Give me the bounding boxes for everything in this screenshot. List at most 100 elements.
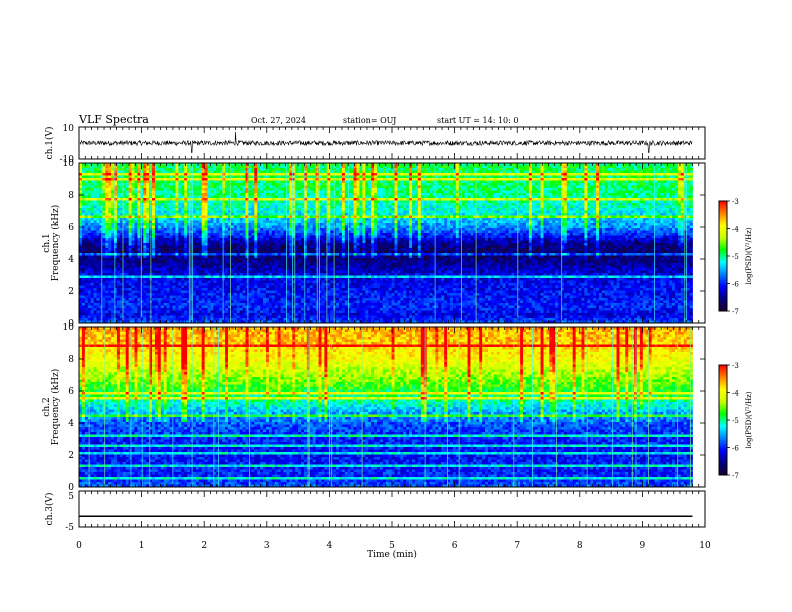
spectrogram-cell xyxy=(418,168,421,171)
spectrogram-cell xyxy=(526,181,529,184)
spectrogram-cell xyxy=(97,198,100,201)
spectrogram-cell xyxy=(105,168,108,171)
spectrogram-cell xyxy=(631,181,634,184)
spectrogram-cell xyxy=(85,203,88,206)
spectrogram-cell xyxy=(611,171,614,174)
spectrogram-cell xyxy=(628,193,631,196)
spectrogram-cell xyxy=(199,186,202,189)
spectrogram-cell xyxy=(541,183,544,186)
spectrogram-cell xyxy=(605,181,608,184)
spectrogram-cell xyxy=(549,191,552,194)
spectrogram-cell xyxy=(538,193,541,196)
spectrogram-cell xyxy=(175,183,178,186)
spectrogram-cell xyxy=(380,183,383,186)
spectrogram-cell xyxy=(295,206,298,209)
spectrogram-cell xyxy=(243,168,246,171)
spectrogram-cell xyxy=(491,171,494,174)
spectrogram-cell xyxy=(368,166,371,169)
spectrogram-cell xyxy=(666,203,669,206)
spectrogram-cell xyxy=(362,198,365,201)
spectrogram-cell xyxy=(321,193,324,196)
spectrogram-cell xyxy=(412,201,415,204)
spectrogram-cell xyxy=(105,206,108,209)
spectrogram-cell xyxy=(257,188,260,191)
spectrogram-cell xyxy=(669,211,672,214)
spectrogram-cell xyxy=(430,166,433,169)
spectrogram-cell xyxy=(438,201,441,204)
spectrogram-cell xyxy=(281,183,284,186)
spectrogram-cell xyxy=(117,198,120,201)
spectrogram-cell xyxy=(269,166,272,169)
spectrogram-cell xyxy=(135,173,138,176)
spectrogram-cell xyxy=(272,176,275,179)
spectrogram-cell xyxy=(593,173,596,176)
spectrogram-cell xyxy=(617,173,620,176)
spectrogram-cell xyxy=(523,173,526,176)
spectrogram-cell xyxy=(208,181,211,184)
spectrogram-cell xyxy=(111,191,114,194)
spectrogram-cell xyxy=(243,183,246,186)
spectrogram-cell xyxy=(205,211,208,214)
spectrogram-cell xyxy=(254,211,257,214)
spectrogram-cell xyxy=(541,188,544,191)
spectrogram-cell xyxy=(596,188,599,191)
spectrogram-cell xyxy=(377,171,380,174)
spectrogram-cell xyxy=(646,186,649,189)
spectrogram-cell xyxy=(625,196,628,199)
spectrogram-cell xyxy=(427,193,430,196)
spectrogram-cell xyxy=(386,188,389,191)
spectrogram-cell xyxy=(576,191,579,194)
spectrogram-cell xyxy=(395,208,398,211)
spectrogram-cell xyxy=(579,193,582,196)
spectrogram-cell xyxy=(503,178,506,181)
spectrogram-cell xyxy=(321,171,324,174)
spectrogram-cell xyxy=(424,176,427,179)
spectrogram-cell xyxy=(202,213,205,216)
spectrogram-cell xyxy=(246,186,249,189)
spectrogram-cell xyxy=(397,211,400,214)
spectrogram-cell xyxy=(672,181,675,184)
spectrogram-cell xyxy=(543,166,546,169)
spectrogram-cell xyxy=(167,206,170,209)
spectrogram-cell xyxy=(570,198,573,201)
spectrogram-cell xyxy=(421,173,424,176)
spectrogram-cell xyxy=(330,201,333,204)
spectrogram-cell xyxy=(231,173,234,176)
spectrogram-cell xyxy=(687,206,690,209)
spectrogram-cell xyxy=(175,213,178,216)
spectrogram-cell xyxy=(286,176,289,179)
spectrogram-cell xyxy=(342,173,345,176)
spectrogram-cell xyxy=(579,198,582,201)
spectrogram-cell xyxy=(444,181,447,184)
spectrogram-cell xyxy=(219,203,222,206)
spectrogram-cell xyxy=(567,183,570,186)
spectrogram-cell xyxy=(216,201,219,204)
spectrogram-cell xyxy=(85,201,88,204)
spectrogram-cell xyxy=(546,178,549,181)
spectrogram-cell xyxy=(663,201,666,204)
spectrogram-cell xyxy=(558,173,561,176)
spectrogram-cell xyxy=(222,216,225,219)
spectrogram-cell xyxy=(590,168,593,171)
spectrogram-cell xyxy=(175,198,178,201)
spectrogram-cell xyxy=(660,181,663,184)
spectrogram-cell xyxy=(637,196,640,199)
spectrogram-cell xyxy=(266,173,269,176)
spectrogram-cell xyxy=(400,201,403,204)
spectrogram-cell xyxy=(196,173,199,176)
spectrogram-cell xyxy=(497,173,500,176)
spectrogram-cell xyxy=(593,191,596,194)
spectrogram-cell xyxy=(205,173,208,176)
spectrogram-cell xyxy=(608,196,611,199)
spectrogram-cell xyxy=(193,198,196,201)
spectrogram-cell xyxy=(500,191,503,194)
spectrogram-cell xyxy=(643,166,646,169)
spectrogram-cell xyxy=(234,188,237,191)
spectrogram-cell xyxy=(392,206,395,209)
spectrogram-cell xyxy=(132,181,135,184)
spectrogram-cell xyxy=(193,208,196,211)
spectrogram-cell xyxy=(494,208,497,211)
spectrogram-cell xyxy=(470,176,473,179)
spectrogram-cell xyxy=(599,193,602,196)
spectrogram-cell xyxy=(412,196,415,199)
